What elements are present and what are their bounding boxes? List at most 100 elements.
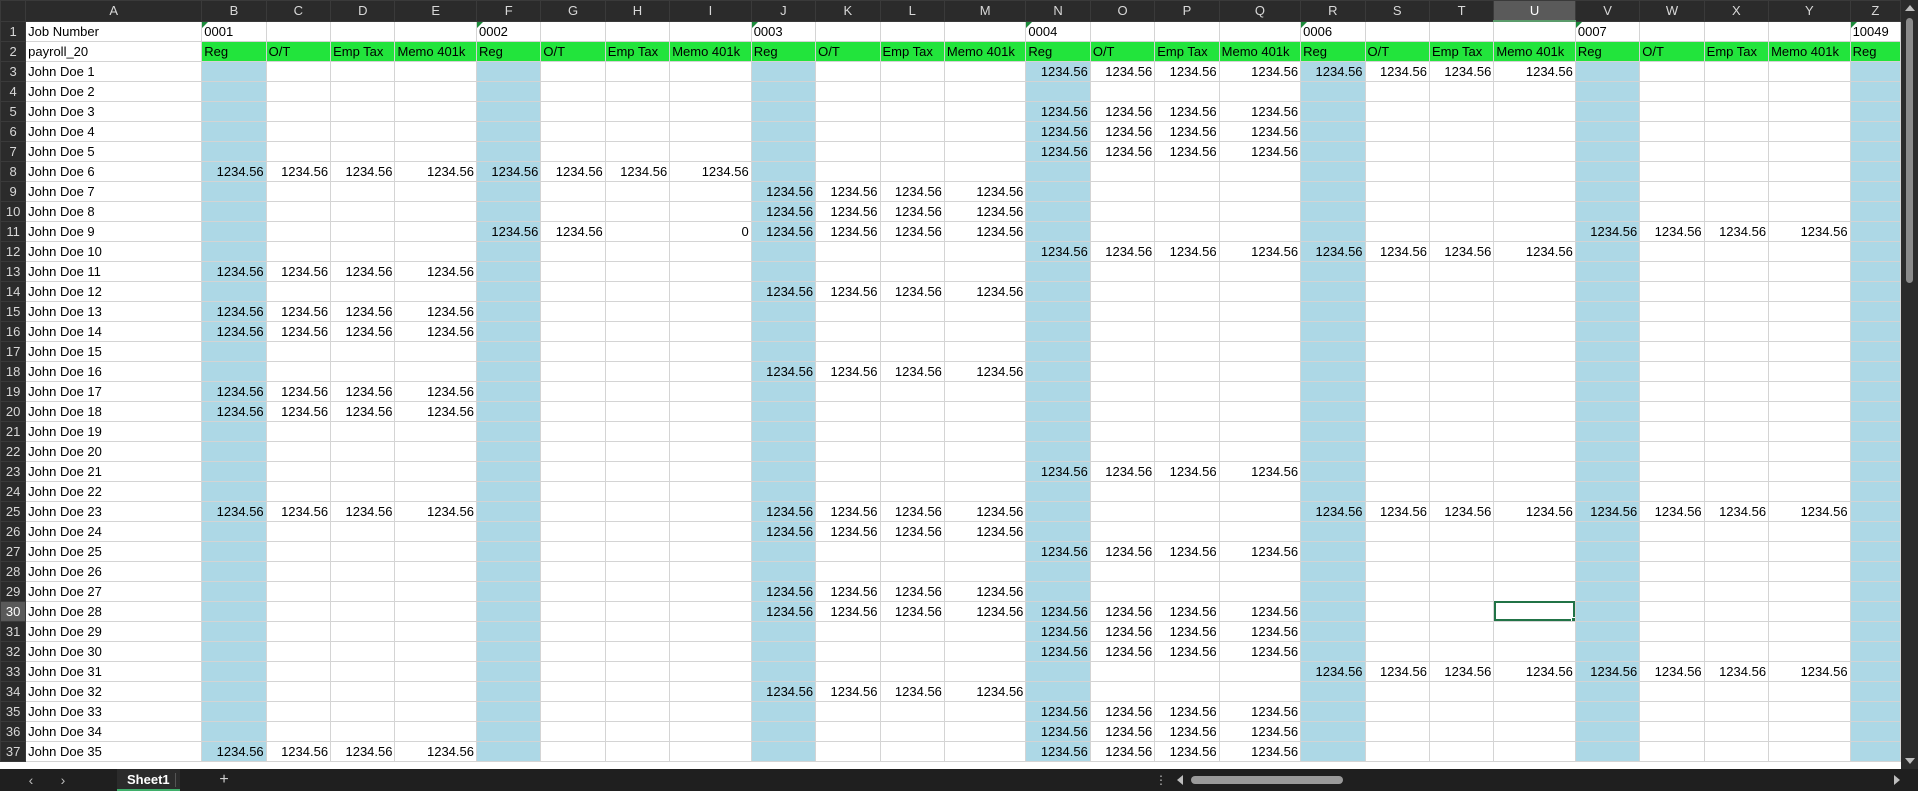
value-cell[interactable] bbox=[1768, 380, 1851, 402]
row-header-34[interactable]: 34 bbox=[0, 680, 27, 702]
value-cell[interactable] bbox=[265, 340, 332, 362]
row-header-19[interactable]: 19 bbox=[0, 380, 27, 402]
value-cell[interactable]: 0 bbox=[669, 220, 752, 242]
value-cell[interactable] bbox=[1089, 340, 1156, 362]
value-cell[interactable] bbox=[669, 440, 752, 462]
value-cell[interactable] bbox=[394, 700, 477, 722]
value-cell[interactable] bbox=[604, 680, 671, 702]
value-cell[interactable] bbox=[1300, 200, 1366, 222]
value-cell[interactable]: 1234.56 bbox=[815, 680, 881, 702]
value-cell[interactable] bbox=[330, 60, 396, 82]
value-cell[interactable]: 1234.56 bbox=[330, 400, 396, 422]
employee-name-cell[interactable]: John Doe 12 bbox=[25, 280, 203, 302]
value-cell[interactable] bbox=[604, 240, 671, 262]
value-cell[interactable]: 1234.56 bbox=[1154, 600, 1220, 622]
value-cell[interactable]: 1234.56 bbox=[201, 380, 267, 402]
value-cell[interactable] bbox=[750, 300, 817, 322]
value-cell[interactable] bbox=[1703, 100, 1770, 122]
value-cell[interactable] bbox=[750, 80, 817, 102]
value-cell[interactable] bbox=[1703, 80, 1770, 102]
value-cell[interactable] bbox=[330, 120, 396, 142]
horizontal-scrollbar[interactable] bbox=[1175, 773, 1902, 787]
value-cell[interactable]: 1234.56 bbox=[1218, 240, 1302, 262]
value-cell[interactable] bbox=[815, 160, 881, 182]
row-header-37[interactable]: 37 bbox=[0, 740, 27, 762]
value-cell[interactable] bbox=[943, 700, 1027, 722]
value-cell[interactable] bbox=[1493, 580, 1576, 602]
value-cell[interactable] bbox=[1089, 200, 1156, 222]
value-cell[interactable] bbox=[475, 300, 542, 322]
value-cell[interactable] bbox=[1154, 260, 1220, 282]
value-cell[interactable] bbox=[1154, 340, 1220, 362]
value-cell[interactable]: 1234.56 bbox=[1639, 660, 1705, 682]
value-cell[interactable] bbox=[1639, 600, 1705, 622]
value-cell[interactable] bbox=[1428, 640, 1495, 662]
value-cell[interactable] bbox=[1849, 660, 1901, 682]
value-cell[interactable]: 1234.56 bbox=[943, 280, 1027, 302]
value-cell[interactable] bbox=[1639, 720, 1705, 742]
value-cell[interactable] bbox=[1493, 280, 1576, 302]
value-cell[interactable] bbox=[1154, 420, 1220, 442]
value-cell[interactable] bbox=[1574, 80, 1641, 102]
value-cell[interactable] bbox=[540, 280, 606, 302]
value-cell[interactable]: 1234.56 bbox=[394, 320, 477, 342]
value-cell[interactable]: 1234.56 bbox=[1089, 120, 1156, 142]
value-cell[interactable] bbox=[540, 400, 606, 422]
value-cell[interactable] bbox=[394, 720, 477, 742]
row-header-31[interactable]: 31 bbox=[0, 620, 27, 642]
column-header-v[interactable]: V bbox=[1574, 0, 1641, 22]
value-cell[interactable] bbox=[1025, 680, 1091, 702]
value-cell[interactable] bbox=[265, 140, 332, 162]
value-cell[interactable] bbox=[265, 220, 332, 242]
value-cell[interactable] bbox=[394, 120, 477, 142]
cell-i1[interactable] bbox=[669, 20, 752, 42]
value-cell[interactable] bbox=[604, 140, 671, 162]
value-cell[interactable] bbox=[604, 360, 671, 382]
value-cell[interactable]: 1234.56 bbox=[540, 160, 606, 182]
value-cell[interactable] bbox=[1025, 340, 1091, 362]
value-cell[interactable] bbox=[1218, 200, 1302, 222]
value-cell[interactable]: 1234.56 bbox=[1089, 700, 1156, 722]
value-cell[interactable] bbox=[1574, 380, 1641, 402]
value-cell[interactable] bbox=[265, 720, 332, 742]
value-cell[interactable] bbox=[1364, 80, 1430, 102]
value-cell[interactable] bbox=[815, 100, 881, 122]
payroll-header-cell[interactable]: Memo 401k bbox=[394, 40, 477, 62]
value-cell[interactable] bbox=[1218, 420, 1302, 442]
value-cell[interactable] bbox=[1493, 720, 1576, 742]
value-cell[interactable] bbox=[394, 200, 477, 222]
value-cell[interactable] bbox=[475, 240, 542, 262]
value-cell[interactable] bbox=[669, 540, 752, 562]
value-cell[interactable] bbox=[1768, 460, 1851, 482]
value-cell[interactable] bbox=[1428, 620, 1495, 642]
value-cell[interactable] bbox=[1849, 680, 1901, 702]
value-cell[interactable] bbox=[1703, 620, 1770, 642]
value-cell[interactable] bbox=[475, 480, 542, 502]
employee-name-cell[interactable]: John Doe 5 bbox=[25, 140, 203, 162]
value-cell[interactable] bbox=[1428, 220, 1495, 242]
value-cell[interactable] bbox=[1154, 180, 1220, 202]
cell-s1[interactable] bbox=[1364, 20, 1430, 42]
value-cell[interactable] bbox=[201, 720, 267, 742]
value-cell[interactable] bbox=[201, 680, 267, 702]
value-cell[interactable] bbox=[1300, 100, 1366, 122]
column-header-q[interactable]: Q bbox=[1218, 0, 1302, 22]
value-cell[interactable]: 1234.56 bbox=[1364, 60, 1430, 82]
value-cell[interactable] bbox=[475, 520, 542, 542]
value-cell[interactable] bbox=[1768, 180, 1851, 202]
value-cell[interactable] bbox=[1364, 360, 1430, 382]
value-cell[interactable] bbox=[1364, 520, 1430, 542]
value-cell[interactable]: 1234.56 bbox=[475, 160, 542, 182]
value-cell[interactable] bbox=[943, 400, 1027, 422]
value-cell[interactable]: 1234.56 bbox=[201, 320, 267, 342]
value-cell[interactable] bbox=[1768, 100, 1851, 122]
value-cell[interactable]: 1234.56 bbox=[1493, 240, 1576, 262]
row-header-13[interactable]: 13 bbox=[0, 260, 27, 282]
value-cell[interactable]: 1234.56 bbox=[943, 600, 1027, 622]
value-cell[interactable] bbox=[540, 120, 606, 142]
value-cell[interactable] bbox=[1703, 440, 1770, 462]
value-cell[interactable] bbox=[1089, 320, 1156, 342]
value-cell[interactable] bbox=[750, 700, 817, 722]
value-cell[interactable] bbox=[201, 440, 267, 462]
value-cell[interactable] bbox=[1574, 720, 1641, 742]
